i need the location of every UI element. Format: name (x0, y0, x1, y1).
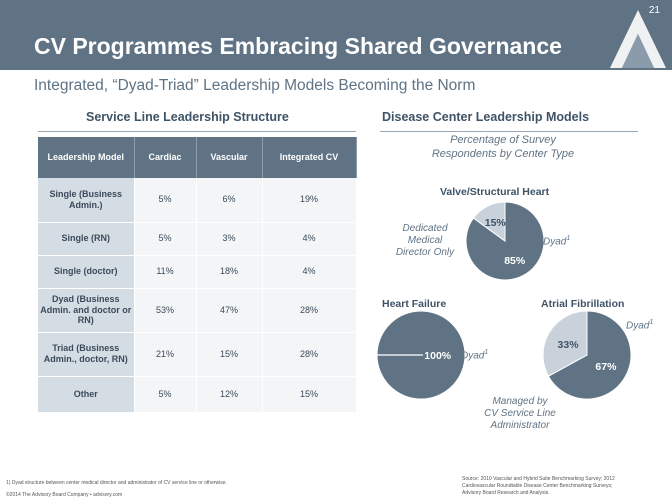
pie-heart-failure-slice-label: 100% (424, 350, 452, 362)
table-cell: 15% (262, 376, 357, 413)
table-header-cell: Vascular (196, 137, 263, 178)
left-divider (38, 131, 356, 132)
pie-afib-slice-label: 33% (558, 339, 580, 351)
pie-title-heart-failure: Heart Failure (382, 298, 447, 310)
legend-text: Dyad (626, 320, 650, 332)
survey-caption-line: Respondents by Center Type (431, 148, 575, 161)
legend-line: Director Only (395, 247, 455, 258)
valve-dyad-legend: Dyad1 (543, 235, 570, 248)
source-line: Source: 2010 Vascular and Hybrid Suite B… (462, 476, 615, 482)
table-cell: 4% (262, 255, 357, 289)
table-row-header: Triad (Business Admin., doctor, RN) (38, 332, 135, 377)
source-line: Cardiovascular Roundtable Disease Center… (462, 482, 613, 489)
table-cell: 6% (196, 178, 263, 223)
table-cell: 3% (196, 222, 263, 256)
table-cell: 28% (262, 332, 357, 377)
legend-line: Medical (407, 235, 443, 246)
hf-dyad-legend: Dyad1 (461, 349, 488, 362)
table-header-cell: Integrated CV (262, 137, 357, 178)
legend-line: Dedicated (402, 223, 448, 234)
table-header-cell: Cardiac (134, 137, 197, 178)
table-cell: 5% (134, 376, 197, 413)
pie-title-valve: Valve/Structural Heart (440, 186, 550, 198)
pie-afib-slice (542, 310, 588, 377)
afib-dyad-legend: Dyad1 (626, 319, 653, 332)
pie-valve-slice-label: 15% (485, 217, 507, 229)
table-cell: 5% (134, 222, 197, 256)
survey-caption-line: Percentage of Survey (450, 134, 556, 146)
table-row: Single (doctor) 11% 18% 4% (38, 255, 357, 289)
afib-minor-legend: Managed by CV Service Line Administrator (468, 396, 572, 432)
table-cell: 28% (262, 288, 357, 333)
table-cell: 12% (196, 376, 263, 413)
table-cell: 11% (134, 255, 197, 289)
legend-text: Dyad (543, 236, 567, 248)
table-row-header: Single (RN) (38, 222, 135, 256)
table-cell: 21% (134, 332, 197, 377)
table-row-header: Single (doctor) (38, 255, 135, 289)
table-header-row: Leadership Model Cardiac Vascular Integr… (38, 137, 357, 178)
table-cell: 5% (134, 178, 197, 223)
source-note: Source: 2010 Vascular and Hybrid Suite B… (462, 476, 668, 496)
legend-superscript: 1 (484, 349, 489, 356)
legend-line: Administrator (490, 420, 550, 431)
advisory-board-logo-icon (610, 10, 666, 68)
table-cell: 4% (262, 222, 357, 256)
legend-superscript: 1 (566, 235, 571, 242)
table-header-cell: Leadership Model (38, 137, 135, 178)
legend-line: Managed by (492, 396, 548, 407)
slide-subtitle: Integrated, “Dyad-Triad” Leadership Mode… (34, 77, 476, 94)
pie-valve-slice (472, 201, 506, 242)
pie-valve: 85% 15% (465, 201, 545, 281)
title-bar (22, 30, 608, 66)
table-cell: 15% (196, 332, 263, 377)
left-section-title: Service Line Leadership Structure (86, 110, 289, 124)
table-cell: 47% (196, 288, 263, 333)
table-row: Single (RN) 5% 3% 4% (38, 222, 357, 256)
pie-afib: 67% 33% (542, 310, 632, 400)
pie-valve-slice-label: 85% (504, 255, 526, 267)
slide-title: CV Programmes Embracing Shared Governanc… (34, 33, 562, 59)
table-cell: 53% (134, 288, 197, 333)
right-divider (380, 131, 638, 132)
leadership-table: Leadership Model Cardiac Vascular Integr… (38, 137, 357, 413)
survey-caption: Percentage of Survey Respondents by Cent… (398, 133, 608, 162)
pie-title-afib: Atrial Fibrillation (541, 298, 625, 310)
valve-minor-legend: Dedicated Medical Director Only (386, 223, 464, 259)
legend-superscript: 1 (649, 319, 654, 326)
slide-number: 21 (648, 5, 660, 16)
table-row: Dyad (Business Admin. and doctor or RN) 5… (38, 288, 357, 333)
table-cell: 19% (262, 178, 357, 223)
table-row: Single (Business Admin.) 5% 6% 19% (38, 178, 357, 223)
table-row-header: Single (Business Admin.) (38, 178, 135, 223)
table-cell: 18% (196, 255, 263, 289)
copyright: ©2014 The Advisory Board Company • advis… (6, 492, 123, 498)
table-row-header: Other (38, 376, 135, 413)
pie-afib-slice (547, 310, 632, 400)
table-row-header: Dyad (Business Admin. and doctor or RN) (38, 288, 135, 333)
pie-heart-failure: 100% (376, 310, 466, 400)
table-row: Other 5% 12% 15% (38, 376, 357, 413)
source-line: Advisory Board Research and Analysis. (462, 489, 550, 496)
footnote: 1) Dyad structure between center medical… (6, 480, 227, 486)
right-section-title: Disease Center Leadership Models (382, 110, 590, 124)
pie-afib-slice-label: 67% (595, 361, 617, 373)
legend-text: Dyad (461, 350, 485, 362)
legend-line: CV Service Line (484, 408, 556, 419)
table-row: Triad (Business Admin., doctor, RN) 21% 15… (38, 332, 357, 377)
